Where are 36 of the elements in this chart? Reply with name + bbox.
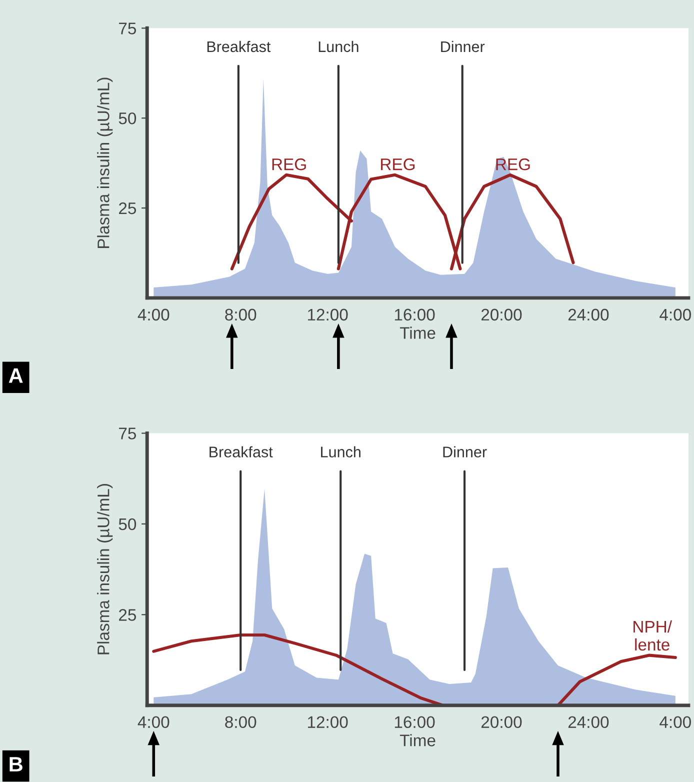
y-tick-label: 50 (118, 518, 136, 530)
series-label: REG (496, 158, 530, 170)
x-tick-label: 24:00 (568, 308, 609, 321)
x-tick-label: 12:00 (308, 308, 348, 321)
ref-line-label: Dinner (443, 446, 487, 458)
x-tick-label: 16:00 (394, 308, 435, 321)
x-tick-label: 20:00 (481, 716, 522, 728)
x-tick-label: 24:00 (568, 716, 609, 728)
ref-line-label: Breakfast (210, 446, 273, 458)
ref-line-label: Lunch (321, 446, 360, 458)
series-label: NPH/ lente (634, 620, 672, 651)
ref-line-label: Breakfast (207, 40, 271, 52)
x-axis-title: Time (400, 734, 436, 746)
y-axis-title: Plasma insulin (µU/mL) (97, 78, 113, 248)
y-tick-label: 25 (119, 202, 136, 214)
x-tick-label: 16:00 (394, 716, 435, 728)
x-tick-label: 8:00 (225, 716, 256, 728)
y-tick-label: 75 (119, 428, 136, 440)
series-label: REG (381, 158, 415, 170)
y-tick-label: 50 (118, 112, 136, 124)
x-tick-label: 4:00 (660, 308, 691, 321)
x-tick-label: 20:00 (481, 308, 522, 321)
x-tick-label: 4:00 (660, 716, 691, 728)
x-axis-title: Time (400, 326, 436, 339)
x-tick-label: 8:00 (225, 308, 256, 321)
x-tick-label: 4:00 (138, 308, 170, 321)
y-tick-label: 75 (119, 22, 136, 34)
y-tick-label: 25 (119, 609, 136, 621)
text: B (10, 757, 22, 772)
y-axis-title: Plasma insulin (µU/mL) (97, 484, 113, 654)
x-tick-label: 4:00 (138, 716, 170, 728)
x-tick-label: 12:00 (308, 716, 348, 728)
ref-line-label: Lunch (318, 40, 358, 52)
ref-line-label: Dinner (441, 40, 485, 52)
series-label: REG (272, 158, 306, 170)
text: A (8, 368, 23, 383)
